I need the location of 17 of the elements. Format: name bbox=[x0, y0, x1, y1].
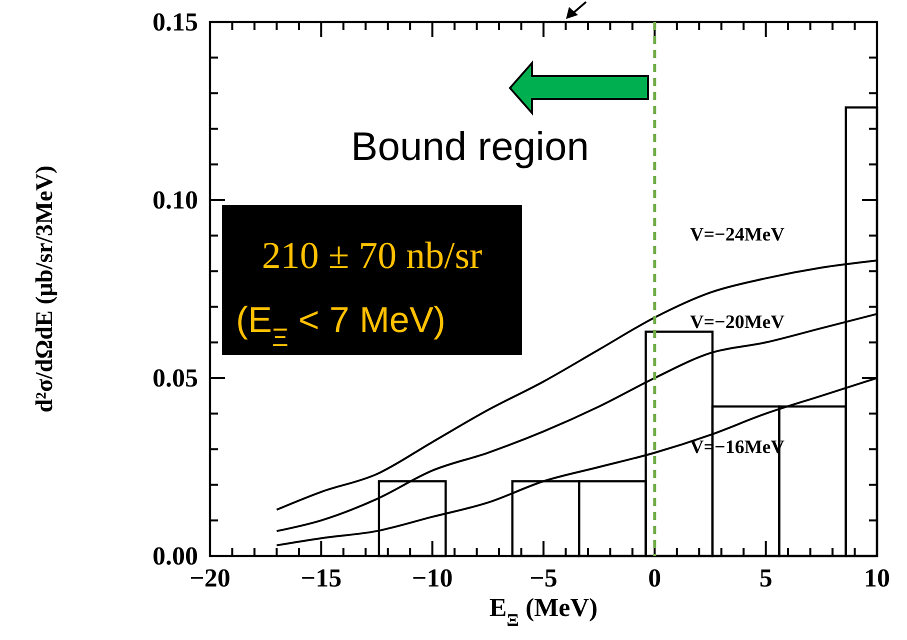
y-tick-label: 0.00 bbox=[152, 541, 198, 570]
annotation: Bound region bbox=[351, 125, 589, 169]
x-tick-label: 10 bbox=[864, 563, 890, 592]
y-axis-title: d²σ/dΩdE (μb/sr/3MeV) bbox=[32, 165, 58, 413]
series-label: V=−20MeV bbox=[690, 312, 785, 333]
annotation: (E$_{Ξ}$ < 7 MeV) bbox=[236, 299, 446, 352]
y-tick-label: 0.10 bbox=[152, 185, 198, 214]
x-tick-label: −5 bbox=[530, 563, 558, 592]
series-label: V=−24MeV bbox=[690, 224, 785, 246]
x-axis-title: E$_{Ξ}$ (MeV) bbox=[489, 593, 598, 630]
x-tick-label: 5 bbox=[759, 563, 772, 592]
y-tick-label: 0.05 bbox=[152, 363, 198, 392]
x-tick-label: −10 bbox=[412, 563, 453, 592]
x-tick-label: −15 bbox=[300, 563, 342, 592]
y-tick-label: 0.15 bbox=[152, 7, 198, 36]
x-tick-label: 0 bbox=[648, 563, 662, 592]
annotation: 210 ± 70 nb/sr bbox=[262, 235, 483, 277]
